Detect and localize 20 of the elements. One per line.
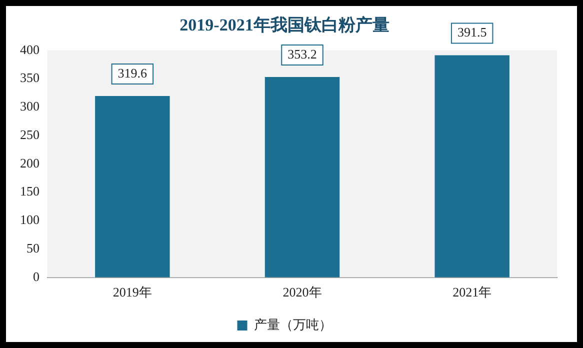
data-label: 391.5 <box>457 24 487 40</box>
data-label: 319.6 <box>118 65 148 80</box>
bar <box>95 96 170 278</box>
y-tick-label: 300 <box>20 98 40 114</box>
bar <box>434 55 510 278</box>
x-tick-label: 2021年 <box>452 284 492 300</box>
y-tick-label: 150 <box>20 184 40 199</box>
legend-label: 产量（万吨） <box>254 316 332 332</box>
x-tick-label: 2020年 <box>282 284 322 300</box>
y-tick-label: 350 <box>20 70 40 86</box>
chart-title: 2019-2021年我国钛白粉产量 <box>180 16 390 35</box>
y-tick-label: 400 <box>20 42 40 57</box>
y-tick-label: 0 <box>33 268 40 284</box>
y-tick-label: 100 <box>20 212 40 228</box>
y-tick-label: 50 <box>26 240 40 256</box>
data-label: 353.2 <box>288 46 317 62</box>
x-tick-label: 2019年 <box>112 284 152 300</box>
bar <box>264 76 340 278</box>
y-tick-label: 200 <box>20 155 40 170</box>
y-tick-label: 250 <box>20 126 40 142</box>
